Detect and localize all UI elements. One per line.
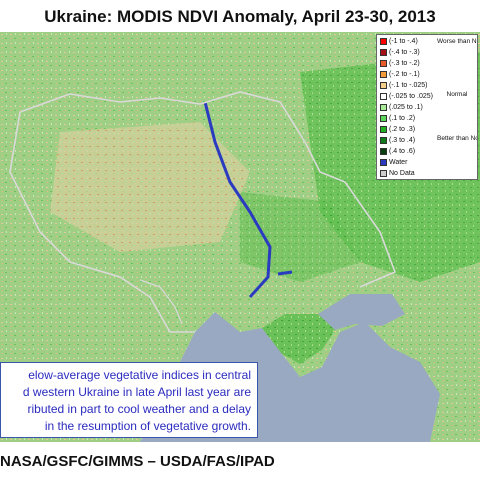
caption-line: d western Ukraine in late April last yea…: [22, 385, 251, 399]
below-average-zone: [50, 122, 250, 252]
legend-group-normal: Normal: [446, 91, 468, 98]
legend-item: (-.4 to -.3): [380, 48, 420, 57]
legend-item: (.4 to .6): [380, 147, 415, 156]
legend-swatch: [380, 137, 387, 144]
legend-label: (-.4 to -.3): [389, 49, 420, 56]
legend-label: (-.1 to -.025): [389, 82, 428, 89]
legend-swatch: [380, 60, 387, 67]
reservoir: [277, 270, 293, 276]
legend-swatch: [380, 126, 387, 133]
legend-label: (-.025 to .025): [389, 93, 433, 100]
legend-swatch: [380, 170, 387, 177]
caption-line: ributed in part to cool weather and a de…: [27, 402, 251, 416]
legend-swatch: [380, 71, 387, 78]
western-border: [9, 111, 195, 333]
dnieper-river: [203, 101, 272, 299]
legend-item: (-.025 to .025): [380, 92, 433, 101]
legend-swatch: [380, 93, 387, 100]
map-title: Ukraine: MODIS NDVI Anomaly, April 23-30…: [44, 7, 436, 26]
legend-swatch: [380, 38, 387, 45]
legend-item: (-.3 to -.2): [380, 59, 420, 68]
legend-item: (-1 to -.4): [380, 37, 418, 46]
data-credit: NASA/GSFC/GIMMS – USDA/FAS/IPAD: [0, 453, 275, 470]
caption-line: elow-average vegetative indices in centr…: [28, 368, 251, 382]
legend-item: (.1 to .2): [380, 114, 415, 123]
legend-item: (.2 to .3): [380, 125, 415, 134]
ukraine-border: [19, 91, 397, 288]
crimea: [262, 314, 335, 364]
legend-swatch: [380, 82, 387, 89]
legend-label: (.025 to .1): [389, 104, 423, 111]
legend-label: (.2 to .3): [389, 126, 416, 133]
legend-item: (-.1 to -.025): [380, 81, 428, 90]
legend-item: (-.2 to -.1): [380, 70, 420, 79]
map-legend: (-1 to -.4) (-.4 to -.3) (-.3 to -.2) (-.2 …: [376, 34, 478, 180]
legend-label: (.4 to .6): [389, 148, 416, 155]
legend-swatch: [380, 115, 387, 122]
legend-label: (-.2 to -.1): [389, 71, 420, 78]
sea-of-azov: [318, 294, 405, 330]
legend-swatch: [380, 49, 387, 56]
legend-group-worse: Worse than Normal: [437, 38, 477, 45]
legend-item: Water: [380, 158, 407, 167]
caption-line: in the resumption of vegetative growth.: [44, 419, 251, 433]
legend-swatch: [380, 159, 387, 166]
legend-item: (.025 to .1): [380, 103, 423, 112]
legend-swatch: [380, 104, 387, 111]
legend-item: (.3 to .4): [380, 136, 415, 145]
legend-label: (-1 to -.4): [389, 38, 418, 45]
legend-group-better: Better than Normal: [437, 135, 477, 142]
legend-label: No Data: [389, 170, 415, 177]
legend-label: (.1 to .2): [389, 115, 416, 122]
moldova-border: [139, 279, 183, 325]
legend-label: (-.3 to -.2): [389, 60, 420, 67]
legend-swatch: [380, 148, 387, 155]
legend-item: No Data: [380, 169, 415, 178]
legend-label: Water: [389, 159, 408, 166]
legend-label: (.3 to .4): [389, 137, 416, 144]
caption-box: elow-average vegetative indices in centr…: [0, 362, 258, 438]
